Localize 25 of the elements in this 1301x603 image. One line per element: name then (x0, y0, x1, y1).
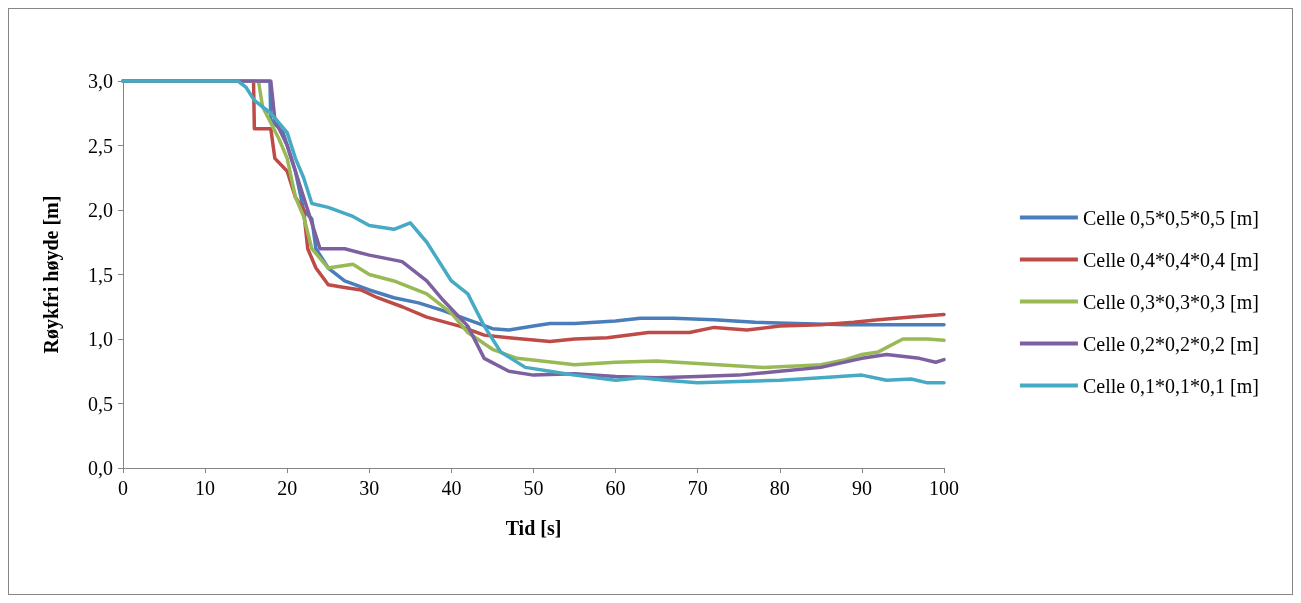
y-tick-label: 2,5 (88, 134, 113, 157)
y-tick-label: 0,0 (88, 457, 113, 479)
x-tick-label: 0 (118, 477, 128, 499)
x-tick-label: 90 (851, 477, 872, 499)
y-tick-label: 1,5 (88, 263, 113, 286)
x-tick-label: 20 (277, 477, 298, 499)
x-tick-label: 40 (441, 477, 462, 499)
y-tick-label: 0,5 (88, 392, 113, 415)
legend-label: Celle 0,4*0,4*0,4 [m] (1082, 248, 1260, 271)
x-tick-label: 10 (195, 477, 216, 499)
legend-label: Celle 0,1*0,1*0,1 [m] (1082, 374, 1260, 397)
y-tick-label: 3,0 (88, 70, 113, 92)
x-axis-title: Tid [s] (505, 517, 562, 539)
x-tick-label: 50 (523, 477, 544, 499)
x-tick-label: 60 (605, 477, 626, 499)
legend-label: Celle 0,2*0,2*0,2 [m] (1082, 332, 1260, 355)
y-axis-title: Røykfri høyde [m] (40, 195, 63, 354)
legend-label: Celle 0,3*0,3*0,3 [m] (1082, 290, 1260, 313)
y-tick-label: 1,0 (88, 328, 113, 350)
x-tick-label: 30 (359, 477, 380, 499)
legend-label: Celle 0,5*0,5*0,5 [m] (1082, 206, 1260, 229)
x-tick-label: 70 (687, 477, 708, 499)
x-tick-label: 100 (929, 477, 959, 499)
x-tick-label: 80 (769, 477, 790, 499)
y-tick-label: 2,0 (88, 199, 113, 221)
